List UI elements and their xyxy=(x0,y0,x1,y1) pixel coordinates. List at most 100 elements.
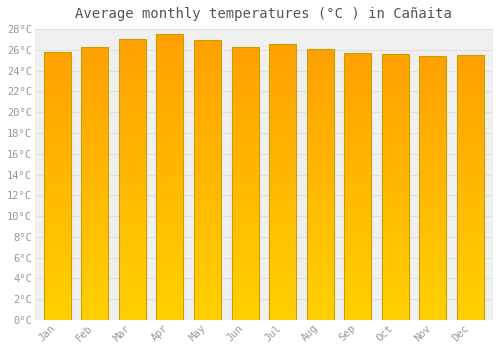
Bar xyxy=(420,174,446,175)
Bar xyxy=(420,195,446,196)
Bar xyxy=(306,91,334,92)
Bar xyxy=(194,288,221,289)
Bar xyxy=(457,240,484,242)
Bar xyxy=(420,262,446,263)
Bar xyxy=(382,194,409,195)
Bar xyxy=(306,237,334,239)
Bar xyxy=(269,124,296,125)
Bar xyxy=(156,123,184,124)
Bar xyxy=(194,165,221,166)
Bar xyxy=(344,234,372,236)
Bar xyxy=(420,186,446,187)
Bar xyxy=(119,76,146,77)
Bar xyxy=(232,309,258,310)
Bar xyxy=(194,221,221,222)
Bar xyxy=(420,106,446,107)
Bar xyxy=(344,293,372,295)
Bar xyxy=(457,276,484,278)
Bar xyxy=(344,243,372,244)
Bar xyxy=(119,202,146,204)
Bar xyxy=(420,249,446,250)
Bar xyxy=(420,72,446,73)
Bar xyxy=(119,214,146,215)
Bar xyxy=(269,310,296,312)
Bar xyxy=(306,247,334,248)
Bar xyxy=(232,75,258,77)
Bar xyxy=(119,145,146,146)
Bar xyxy=(382,126,409,127)
Bar xyxy=(232,273,258,275)
Bar xyxy=(344,225,372,226)
Bar xyxy=(194,201,221,203)
Bar xyxy=(44,119,71,120)
Bar xyxy=(344,198,372,200)
Bar xyxy=(82,47,108,320)
Bar xyxy=(156,103,184,104)
Bar xyxy=(306,218,334,219)
Bar xyxy=(306,79,334,80)
Bar xyxy=(82,96,108,97)
Bar xyxy=(382,311,409,312)
Bar xyxy=(82,174,108,175)
Bar xyxy=(156,61,184,63)
Bar xyxy=(232,283,258,285)
Bar xyxy=(82,206,108,208)
Bar xyxy=(119,318,146,320)
Bar xyxy=(194,183,221,184)
Bar xyxy=(269,252,296,254)
Bar xyxy=(82,126,108,127)
Bar xyxy=(82,290,108,291)
Bar xyxy=(156,46,184,47)
Bar xyxy=(269,169,296,171)
Bar xyxy=(119,91,146,93)
Bar xyxy=(457,262,484,263)
Bar xyxy=(232,93,258,95)
Bar xyxy=(119,208,146,209)
Bar xyxy=(82,224,108,226)
Bar xyxy=(344,304,372,305)
Bar xyxy=(194,170,221,172)
Bar xyxy=(269,152,296,153)
Bar xyxy=(194,318,221,320)
Bar xyxy=(82,215,108,216)
Bar xyxy=(156,293,184,294)
Bar xyxy=(269,296,296,298)
Bar xyxy=(194,156,221,158)
Bar xyxy=(382,305,409,307)
Bar xyxy=(44,315,71,316)
Bar xyxy=(44,52,71,320)
Bar xyxy=(344,236,372,237)
Bar xyxy=(232,262,258,264)
Bar xyxy=(344,196,372,197)
Bar xyxy=(420,102,446,104)
Bar xyxy=(269,237,296,238)
Bar xyxy=(344,62,372,64)
Bar xyxy=(194,254,221,256)
Bar xyxy=(269,70,296,71)
Bar xyxy=(119,229,146,230)
Bar xyxy=(420,139,446,140)
Bar xyxy=(382,275,409,276)
Bar xyxy=(306,276,334,278)
Bar xyxy=(156,64,184,66)
Bar xyxy=(457,279,484,280)
Bar xyxy=(420,278,446,279)
Bar xyxy=(306,93,334,95)
Bar xyxy=(232,73,258,74)
Bar xyxy=(44,257,71,258)
Bar xyxy=(382,150,409,151)
Bar xyxy=(382,250,409,251)
Bar xyxy=(232,305,258,306)
Bar xyxy=(420,172,446,174)
Bar xyxy=(119,222,146,223)
Bar xyxy=(344,98,372,100)
Bar xyxy=(119,52,146,54)
Bar xyxy=(119,306,146,307)
Bar xyxy=(82,271,108,272)
Bar xyxy=(457,162,484,164)
Bar xyxy=(269,132,296,133)
Bar xyxy=(44,189,71,190)
Bar xyxy=(344,221,372,223)
Bar xyxy=(232,125,258,126)
Bar xyxy=(344,108,372,109)
